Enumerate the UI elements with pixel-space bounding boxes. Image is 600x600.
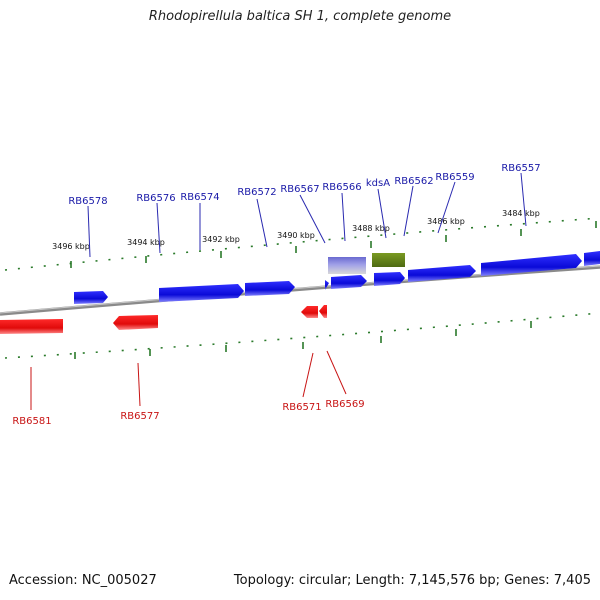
gene-label-forward[interactable]: kdsA [366,178,390,189]
lower-scale-track [4,312,600,359]
gene-arrow-forward[interactable] [331,275,367,289]
gene-arrow-forward[interactable] [74,291,108,304]
gene-label-forward[interactable]: RB6557 [501,163,540,174]
gene-arrow-reverse[interactable] [0,319,63,334]
gene-arrow-forward[interactable] [325,280,329,290]
topology-text: Topology: circular; Length: 7,145,576 bp… [233,573,591,588]
gene-label-forward[interactable]: RB6572 [237,187,276,198]
gene-label-forward[interactable]: RB6566 [322,182,361,193]
forward-genes [74,251,600,304]
kbp-label: 3484 kbp [502,209,540,218]
forward-label-leaders [87,172,527,258]
gene-arrow-forward[interactable] [159,284,244,302]
rna-feature[interactable] [372,253,405,267]
gene-label-forward[interactable]: RB6562 [394,176,433,187]
kbp-label: 3494 kbp [127,238,165,247]
reverse-label-leaders [30,350,347,410]
gene-arrow-reverse[interactable] [301,306,318,318]
gene-label-forward[interactable]: RB6578 [68,196,107,207]
reverse-genes [0,305,327,334]
repeat-region-feature[interactable] [328,257,366,274]
feature-track [328,253,405,274]
gene-label-forward[interactable]: RB6574 [180,192,219,203]
kbp-label: 3496 kbp [52,242,90,251]
kbp-label: 3486 kbp [427,217,465,226]
kbp-label: 3488 kbp [352,224,390,233]
upper-scale-track [4,217,600,271]
gene-arrow-forward[interactable] [374,272,405,286]
gene-arrow-forward[interactable] [245,281,295,296]
lower-scale-dots [4,312,600,359]
page-title: Rhodopirellula baltica SH 1, complete ge… [148,9,452,24]
gene-arrow-reverse[interactable] [113,315,158,330]
kbp-label: 3490 kbp [277,231,315,240]
accession-text: Accession: NC_005027 [9,573,157,588]
forward-gene-labels: RB6578 RB6576 RB6574 RB6572 RB6567 RB656… [68,163,540,207]
gene-label-reverse[interactable]: RB6571 [282,402,321,413]
kbp-labels: 3496 kbp 3494 kbp 3492 kbp 3490 kbp 3488… [52,209,540,251]
gene-label-reverse[interactable]: RB6569 [325,399,364,410]
gene-arrow-reverse[interactable] [319,305,327,318]
genome-backbone [0,265,600,316]
gene-label-reverse[interactable]: RB6577 [120,411,159,422]
gene-arrow-forward[interactable] [408,265,476,282]
gene-label-reverse[interactable]: RB6581 [12,416,51,427]
gene-arrow-forward[interactable] [584,251,600,266]
gene-label-forward[interactable]: RB6567 [280,184,319,195]
gene-label-forward[interactable]: RB6576 [136,193,175,204]
gene-label-forward[interactable]: RB6559 [435,172,474,183]
kbp-label: 3492 kbp [202,235,240,244]
reverse-gene-labels: RB6581 RB6577 RB6571 RB6569 [12,399,364,427]
gene-arrow-forward[interactable] [481,254,582,276]
